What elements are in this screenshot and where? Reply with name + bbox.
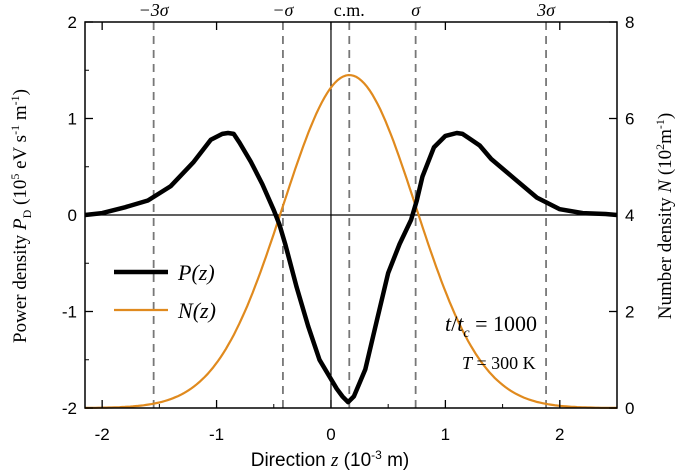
y-right-tick-label: 6 [625, 110, 634, 129]
vline-label-1: −σ [272, 0, 294, 20]
x-tick-label: -2 [95, 425, 110, 444]
y-right-axis-label: Number density N (102m-1) [653, 113, 676, 320]
x-tick-label: 2 [555, 425, 564, 444]
y-right-tick-label: 4 [625, 206, 634, 225]
x-tick-label: 1 [441, 425, 450, 444]
legend-label-P: P(z) [177, 260, 215, 285]
x-axis-label: Direction z (10-3 m) [251, 448, 410, 471]
y-left-tick-label: 2 [68, 13, 77, 32]
y-left-tick-label: 0 [68, 206, 77, 225]
y-right-tick-label: 0 [625, 399, 634, 418]
x-tick-label: 0 [326, 425, 335, 444]
legend-label-N: N(z) [177, 298, 216, 323]
y-right-tick-label: 2 [625, 303, 634, 322]
series-line-P [84, 130, 618, 405]
legend: P(z) N(z) [114, 260, 216, 323]
vline-label-0: −3σ [139, 0, 170, 20]
annotation-time-ratio: t/tc = 1000 [445, 311, 537, 341]
annotation-temperature: T = 300 K [462, 353, 536, 373]
y-left-axis-ticks: -2 -1 0 1 2 [62, 13, 93, 418]
y-right-axis-ticks: 0 2 4 6 8 [609, 13, 634, 418]
y-left-tick-label: -2 [62, 399, 77, 418]
y-right-tick-label: 8 [625, 13, 634, 32]
y-left-axis-label: Power density PD (105 eV s-1 m-1) [8, 89, 34, 343]
y-left-tick-label: -1 [62, 303, 77, 322]
x-tick-label: -1 [209, 425, 224, 444]
series-line-N [85, 73, 617, 409]
vline-label-2: c.m. [334, 0, 365, 20]
vline-label-4: 3σ [536, 0, 556, 20]
vline-label-3: σ [411, 0, 421, 20]
y-left-tick-label: 1 [68, 110, 77, 129]
sigma-reference-labels: −3σ −σ c.m. σ 3σ [139, 0, 556, 20]
x-axis-ticks: -2 -1 0 1 2 [95, 22, 618, 444]
